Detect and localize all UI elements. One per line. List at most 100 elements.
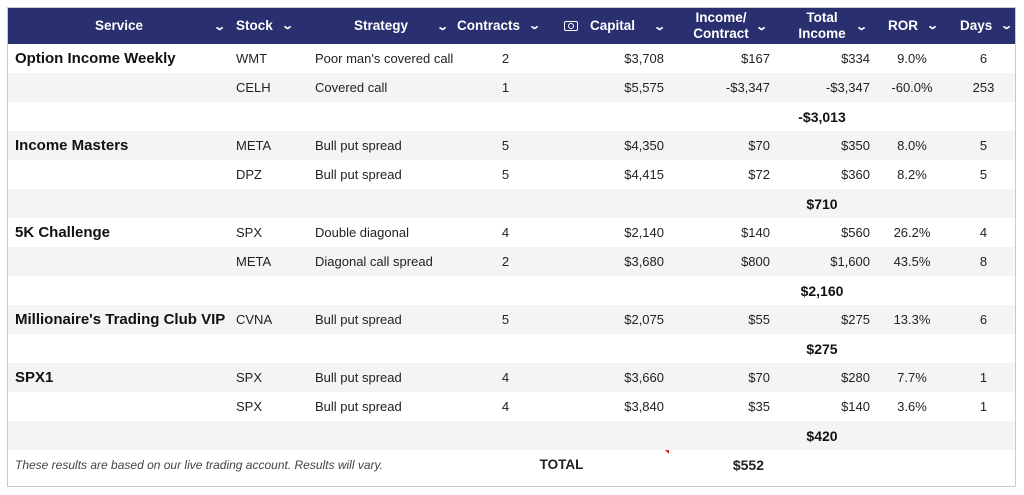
chevron-down-icon[interactable]: ⌄ xyxy=(528,20,542,32)
total-income-cell: $360 xyxy=(841,167,870,182)
contracts-cell: 5 xyxy=(501,167,510,182)
subtotal-spacer xyxy=(872,334,1015,363)
stock-cell: META xyxy=(236,138,272,153)
header-income-line2: Contract xyxy=(693,26,749,41)
table-row: SPX1 SPX Bull put spread 4 $3,660 $70 $2… xyxy=(8,363,1015,392)
service-name xyxy=(8,392,230,421)
header-service[interactable]: Service ⌄ xyxy=(8,8,230,44)
header-total-line2: Income xyxy=(798,26,846,41)
contracts-cell: 4 xyxy=(501,399,510,414)
ror-cell: 7.7% xyxy=(897,370,927,385)
chevron-down-icon[interactable]: ⌄ xyxy=(854,21,868,33)
table-row: Millionaire's Trading Club VIP CVNA Bull… xyxy=(8,305,1015,334)
header-row: Service ⌄ Stock ⌄ Strategy ⌄ Contracts ⌄ C… xyxy=(8,8,1015,44)
ror-cell: 3.6% xyxy=(897,399,927,414)
header-total-income[interactable]: Total Income ⌄ xyxy=(772,8,872,44)
strategy-cell: Bull put spread xyxy=(315,138,402,153)
income-per-contract-cell: $167 xyxy=(741,51,770,66)
header-total-line1: Total xyxy=(806,10,838,25)
capital-cell: $3,840 xyxy=(624,399,664,414)
table-row: DPZ Bull put spread 5 $4,415 $72 $360 8.… xyxy=(8,160,1015,189)
header-ror-label: ROR xyxy=(888,18,918,33)
capital-cell: $4,350 xyxy=(624,138,664,153)
subtotal-spacer xyxy=(872,421,1015,450)
stock-cell: SPX xyxy=(236,225,263,240)
total-income-cell: $560 xyxy=(841,225,870,240)
table-row: Option Income Weekly WMT Poor man's cove… xyxy=(8,44,1015,73)
income-per-contract-cell: $72 xyxy=(748,167,770,182)
service-name: Millionaire's Trading Club VIP xyxy=(15,311,226,328)
subtotal-row: $2,160 xyxy=(8,276,1015,305)
table-row: META Diagonal call spread 2 $3,680 $800 … xyxy=(8,247,1015,276)
total-income-cell: $275 xyxy=(841,312,870,327)
header-income-per-contract-label: Income/Contract xyxy=(693,10,749,42)
contracts-cell: 5 xyxy=(501,138,510,153)
chevron-down-icon[interactable]: ⌄ xyxy=(652,21,666,33)
subtotal-spacer xyxy=(8,102,772,131)
header-strategy-label: Strategy xyxy=(353,18,409,33)
stock-cell: SPX xyxy=(236,370,263,385)
comment-flag-icon[interactable] xyxy=(664,450,669,454)
chevron-down-icon[interactable]: ⌄ xyxy=(1000,20,1014,32)
income-per-contract-cell: $70 xyxy=(748,138,770,153)
days-cell: 253 xyxy=(972,80,995,95)
header-strategy[interactable]: Strategy ⌄ xyxy=(309,8,453,44)
capital-cell: $5,575 xyxy=(624,80,664,95)
total-value: $552 xyxy=(732,456,764,473)
capital-cell: $3,660 xyxy=(624,370,664,385)
chevron-down-icon[interactable]: ⌄ xyxy=(280,20,294,32)
days-cell: 6 xyxy=(979,312,988,327)
contracts-cell: 2 xyxy=(501,254,510,269)
income-per-contract-cell: $35 xyxy=(748,399,770,414)
subtotal-spacer xyxy=(8,276,772,305)
header-capital[interactable]: Capital ⌄ xyxy=(558,8,670,44)
total-label: TOTAL xyxy=(453,450,670,479)
subtotal-row: $710 xyxy=(8,189,1015,218)
results-table-frame: Service ⌄ Stock ⌄ Strategy ⌄ Contracts ⌄ C… xyxy=(7,7,1016,487)
table-row: 5K Challenge SPX Double diagonal 4 $2,14… xyxy=(8,218,1015,247)
stock-cell: CELH xyxy=(236,80,271,95)
header-service-label: Service xyxy=(94,18,144,33)
ror-cell: -60.0% xyxy=(891,80,933,95)
ror-cell: 26.2% xyxy=(893,225,931,240)
subtotal-row: $275 xyxy=(8,334,1015,363)
total-income-cell: $280 xyxy=(841,370,870,385)
chevron-down-icon[interactable]: ⌄ xyxy=(435,21,449,33)
service-name xyxy=(8,160,230,189)
contracts-cell: 5 xyxy=(501,312,510,327)
total-income-cell: $350 xyxy=(841,138,870,153)
strategy-cell: Double diagonal xyxy=(315,225,409,240)
strategy-cell: Covered call xyxy=(315,80,388,95)
table-row: CELH Covered call 1 $5,575 -$3,347 -$3,3… xyxy=(8,73,1015,102)
header-income-per-contract[interactable]: Income/Contract ⌄ xyxy=(670,8,772,44)
strategy-cell: Bull put spread xyxy=(315,399,402,414)
header-income-line1: Income/ xyxy=(695,10,747,25)
table-row: Income Masters META Bull put spread 5 $4… xyxy=(8,131,1015,160)
header-stock[interactable]: Stock ⌄ xyxy=(230,8,309,44)
footer-row: These results are based on our live trad… xyxy=(8,450,1015,479)
service-name xyxy=(8,73,230,102)
strategy-cell: Poor man's covered call xyxy=(315,51,453,66)
subtotal-spacer xyxy=(872,189,1015,218)
subtotal-value: $420 xyxy=(806,427,838,444)
contracts-cell: 1 xyxy=(501,80,510,95)
chevron-down-icon[interactable]: ⌄ xyxy=(754,21,768,33)
ror-cell: 8.0% xyxy=(897,138,927,153)
income-per-contract-cell: $55 xyxy=(748,312,770,327)
chevron-down-icon[interactable]: ⌄ xyxy=(926,20,940,32)
days-cell: 5 xyxy=(979,167,988,182)
header-days[interactable]: Days ⌄ xyxy=(952,8,1015,44)
header-ror[interactable]: ROR ⌄ xyxy=(872,8,952,44)
money-icon xyxy=(564,21,578,31)
days-cell: 1 xyxy=(979,370,988,385)
ror-cell: 8.2% xyxy=(897,167,927,182)
stock-cell: META xyxy=(236,254,272,269)
header-stock-label: Stock xyxy=(236,18,273,33)
header-contracts[interactable]: Contracts ⌄ xyxy=(453,8,558,44)
subtotal-spacer xyxy=(8,421,772,450)
service-name xyxy=(8,247,230,276)
chevron-down-icon[interactable]: ⌄ xyxy=(212,21,226,33)
contracts-cell: 2 xyxy=(501,51,510,66)
capital-cell: $4,415 xyxy=(624,167,664,182)
footer-spacer xyxy=(772,450,1015,479)
